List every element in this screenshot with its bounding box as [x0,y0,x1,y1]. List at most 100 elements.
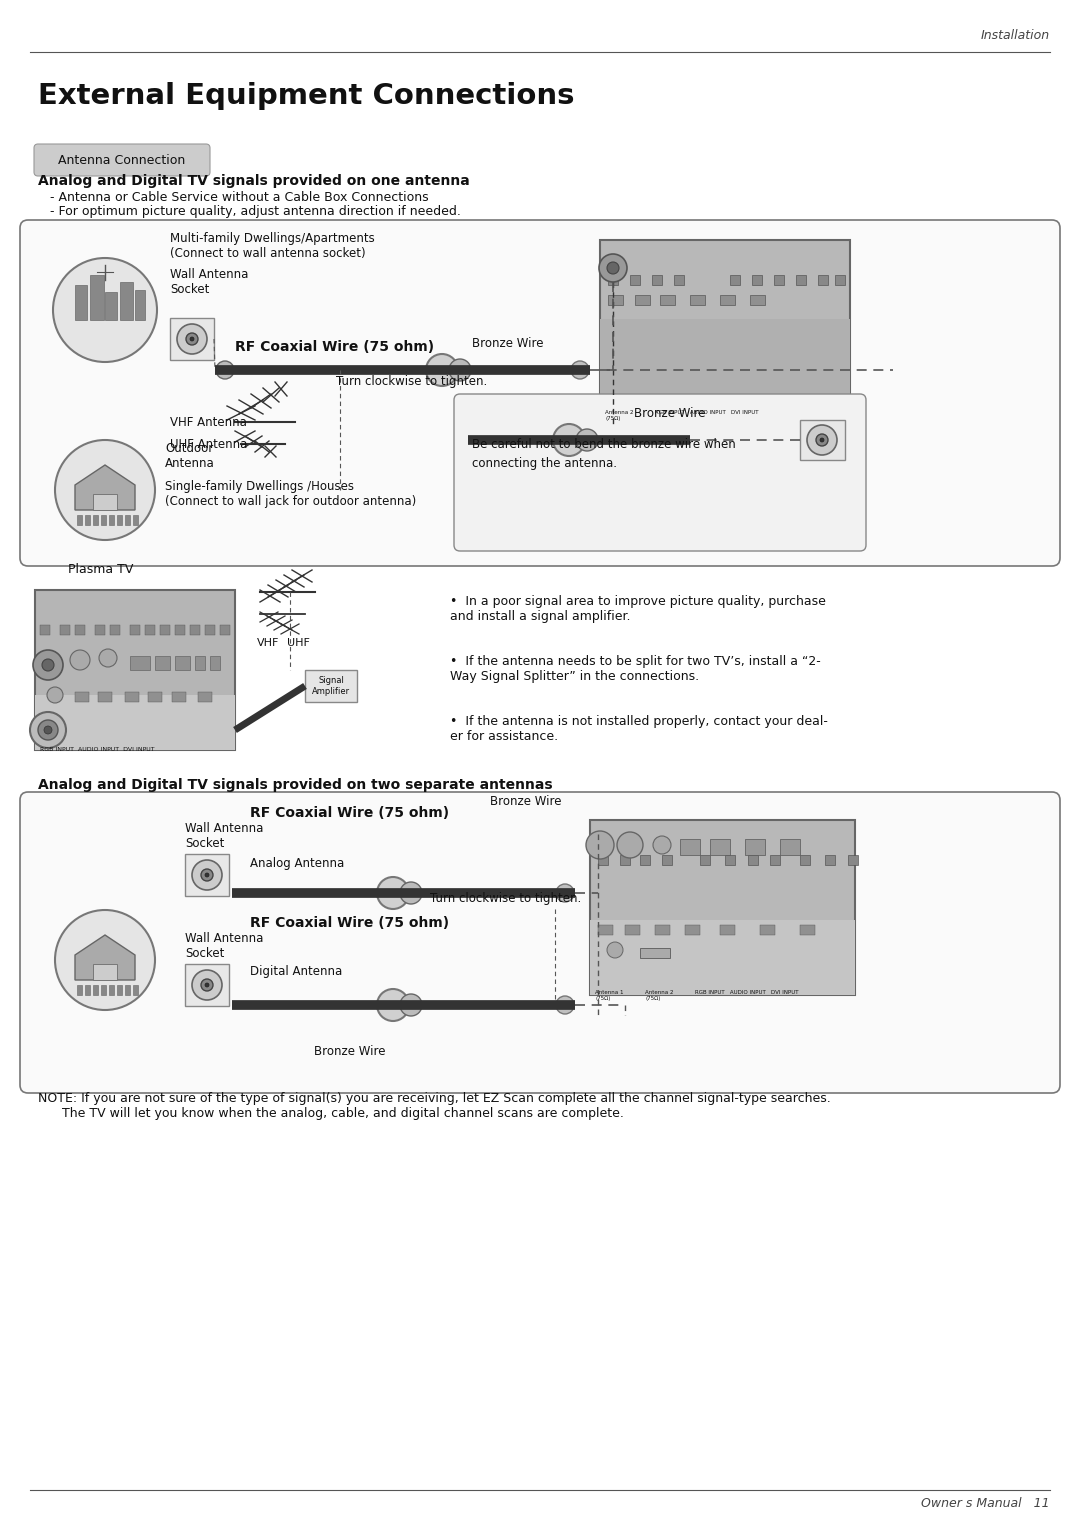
Bar [305,669,357,701]
Bar [198,692,212,701]
Text: RGB INPUT   AUDIO INPUT   DVI INPUT: RGB INPUT AUDIO INPUT DVI INPUT [696,990,798,995]
Text: Be careful not to bend the bronze wire when
connecting the antenna.: Be careful not to bend the bronze wire w… [472,439,735,471]
Bar [220,625,230,636]
Text: •  If the antenna is not installed properly, contact your deal-
er for assistanc: • If the antenna is not installed proper… [450,715,828,743]
Bar [652,275,662,286]
Bar [75,692,89,701]
Circle shape [617,833,643,859]
Bar [105,292,117,319]
Text: Installation: Installation [981,29,1050,41]
FancyBboxPatch shape [21,792,1059,1093]
Text: Plasma TV: Plasma TV [68,562,133,576]
Bar [125,692,139,701]
Bar [185,964,229,1005]
Bar [109,515,114,526]
Bar [75,625,85,636]
Bar [600,336,850,416]
Text: Analog and Digital TV signals provided on two separate antennas: Analog and Digital TV signals provided o… [38,778,553,792]
Text: VHF Antenna: VHF Antenna [170,416,247,428]
Circle shape [55,440,156,539]
Bar [35,590,235,750]
Circle shape [216,361,234,379]
Bar [160,625,170,636]
Bar [748,856,758,865]
Text: Antenna 1
(75Ω): Antenna 1 (75Ω) [595,990,623,1001]
Bar [608,275,618,286]
Circle shape [556,996,573,1015]
Bar [640,856,650,865]
Bar [85,515,90,526]
Bar [135,290,145,319]
Bar [117,986,122,995]
Bar [93,494,117,510]
Text: Wall Antenna
Socket: Wall Antenna Socket [170,267,248,296]
Text: Antenna 2
(75Ω): Antenna 2 (75Ω) [605,410,634,420]
Bar [654,924,670,935]
Bar [752,275,762,286]
Circle shape [576,429,598,451]
Circle shape [55,911,156,1010]
FancyBboxPatch shape [21,220,1059,565]
Bar [60,625,70,636]
Circle shape [807,425,837,455]
Bar [796,275,806,286]
Text: Bronze Wire: Bronze Wire [472,338,543,350]
Bar [598,856,608,865]
Bar [98,692,112,701]
Circle shape [556,885,573,902]
Bar [125,986,130,995]
Bar [720,295,735,306]
Text: UHF Antenna: UHF Antenna [170,437,247,451]
Circle shape [816,434,828,446]
Text: RF Coaxial Wire (75 ohm): RF Coaxial Wire (75 ohm) [249,915,449,931]
Bar [102,515,106,526]
Text: •  If the antenna needs to be split for two TV’s, install a “2-
Way Signal Split: • If the antenna needs to be split for t… [450,656,821,683]
Bar [720,924,735,935]
Text: Bronze Wire: Bronze Wire [490,795,562,808]
Circle shape [33,649,63,680]
Bar [75,286,87,319]
Text: NOTE: If you are not sure of the type of signal(s) you are receiving, let EZ Sca: NOTE: If you are not sure of the type of… [38,1093,831,1105]
Text: Digital Antenna: Digital Antenna [249,966,342,978]
Bar [133,986,138,995]
Circle shape [192,970,222,999]
Circle shape [426,354,458,387]
Circle shape [377,989,409,1021]
Text: - Antenna or Cable Service without a Cable Box Connections: - Antenna or Cable Service without a Cab… [50,191,429,205]
Circle shape [53,258,157,362]
Bar [685,924,700,935]
Text: RGB INPUT   AUDIO INPUT   DVI INPUT: RGB INPUT AUDIO INPUT DVI INPUT [654,410,758,416]
Bar [175,625,185,636]
Circle shape [820,439,824,442]
FancyBboxPatch shape [33,144,210,176]
Bar [835,275,845,286]
Text: Owner s Manual   11: Owner s Manual 11 [921,1497,1050,1510]
Bar [170,318,214,361]
Bar [770,856,780,865]
Bar [800,856,810,865]
Bar [818,275,828,286]
Circle shape [48,688,63,703]
Circle shape [201,979,213,992]
Bar [600,240,850,416]
Bar [620,856,630,865]
Bar [608,295,623,306]
Bar [600,319,850,416]
Circle shape [599,254,627,283]
Bar [93,986,98,995]
Bar [130,625,140,636]
Text: Bronze Wire: Bronze Wire [634,406,705,420]
Polygon shape [75,465,135,510]
Bar [85,986,90,995]
Circle shape [449,359,471,380]
FancyBboxPatch shape [454,394,866,552]
Bar [145,625,156,636]
Bar [93,964,117,979]
Text: UHF: UHF [286,639,310,648]
Bar [90,275,104,319]
Bar [750,295,765,306]
Bar [630,275,640,286]
Text: - For optimum picture quality, adjust antenna direction if needed.: - For optimum picture quality, adjust an… [50,205,461,219]
Bar [848,856,858,865]
Circle shape [571,361,589,379]
